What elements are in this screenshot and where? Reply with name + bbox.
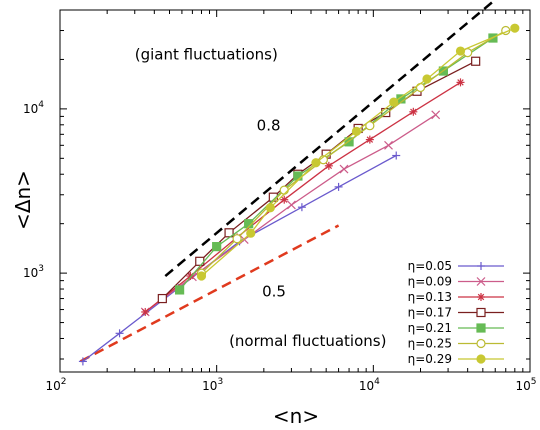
x-marker bbox=[339, 164, 349, 174]
circle-marker bbox=[311, 158, 321, 168]
plus-marker bbox=[334, 182, 343, 191]
star-marker bbox=[280, 195, 289, 204]
x-tick-label: 102 bbox=[45, 377, 66, 393]
star-marker bbox=[186, 272, 195, 281]
reference-line-slope-0.5 bbox=[79, 224, 340, 363]
x-marker bbox=[286, 200, 296, 210]
circle-marker bbox=[389, 97, 399, 107]
circle-marker bbox=[510, 23, 520, 33]
annotation-4: (normal fluctuations) bbox=[229, 332, 386, 350]
square-marker bbox=[212, 242, 222, 252]
square-marker bbox=[476, 323, 486, 333]
x-tick-label: 104 bbox=[359, 377, 380, 393]
plus-marker bbox=[78, 357, 87, 366]
circle-marker bbox=[265, 203, 275, 213]
plus-marker bbox=[115, 329, 124, 338]
square-marker bbox=[175, 285, 185, 295]
star-marker bbox=[141, 307, 150, 316]
legend-label: η=0.05 bbox=[408, 259, 452, 273]
series-line bbox=[82, 154, 397, 362]
annotation-3: 0.5 bbox=[262, 283, 286, 301]
circle-marker bbox=[246, 228, 256, 238]
legend-entry: η=0.09 bbox=[408, 275, 504, 289]
legend-entry: η=0.29 bbox=[408, 352, 504, 366]
x-marker bbox=[187, 272, 197, 282]
legend-label: η=0.21 bbox=[408, 321, 452, 335]
circle-marker bbox=[365, 121, 375, 131]
x-axis-label: <n> bbox=[273, 404, 319, 428]
circle-marker bbox=[232, 234, 242, 244]
series-line bbox=[201, 29, 507, 274]
legend-entry: η=0.25 bbox=[408, 337, 504, 351]
data-series bbox=[78, 23, 520, 366]
legend-label: η=0.09 bbox=[408, 275, 452, 289]
star-marker bbox=[477, 293, 485, 301]
star-marker bbox=[365, 135, 374, 144]
x-tick-label: 105 bbox=[515, 377, 536, 393]
annotation-2: 0.8 bbox=[257, 116, 281, 134]
legend-entry: η=0.17 bbox=[408, 306, 504, 320]
legend-entry: η=0.21 bbox=[408, 321, 504, 335]
circle-marker bbox=[422, 74, 432, 84]
reference-line-slope-0.8 bbox=[164, 0, 494, 277]
plus-marker bbox=[477, 262, 485, 270]
plus-marker bbox=[392, 151, 401, 160]
legend-label: η=0.29 bbox=[408, 352, 452, 366]
circle-marker bbox=[351, 126, 362, 136]
star-marker bbox=[324, 161, 333, 170]
circle-marker bbox=[476, 338, 486, 349]
square-marker bbox=[157, 293, 167, 304]
x-marker bbox=[384, 140, 393, 150]
x-marker bbox=[431, 110, 441, 120]
circle-marker bbox=[415, 82, 426, 93]
circle-marker bbox=[455, 46, 466, 56]
legend-label: η=0.25 bbox=[408, 337, 452, 351]
reference-lines bbox=[79, 0, 494, 363]
square-marker bbox=[471, 56, 481, 66]
star-marker bbox=[456, 78, 465, 87]
series-7 bbox=[196, 23, 520, 281]
square-marker bbox=[344, 137, 354, 147]
circle-marker bbox=[196, 271, 207, 281]
x-tick-label: 103 bbox=[202, 377, 223, 393]
square-marker bbox=[195, 256, 205, 266]
legend: η=0.05 η=0.09η=0.13 η=0.17η=0.21 η=0.25η=0.… bbox=[408, 259, 504, 366]
star-marker bbox=[409, 107, 418, 116]
legend-label: η=0.17 bbox=[408, 306, 452, 320]
series-2 bbox=[140, 110, 441, 317]
x-marker bbox=[476, 277, 486, 286]
annotation-1: (giant fluctuations) bbox=[135, 45, 278, 63]
y-tick-label: 103 bbox=[23, 264, 44, 280]
annotations: (giant fluctuations) 0.8 0.5 (normal fluctu… bbox=[135, 45, 387, 350]
axes: 102 103 104 105 103 104 bbox=[23, 9, 537, 393]
plot-frame bbox=[59, 9, 531, 373]
plus-marker bbox=[297, 203, 306, 212]
y-tick-label: 104 bbox=[23, 100, 44, 116]
circle-marker bbox=[476, 354, 486, 364]
square-marker bbox=[224, 228, 234, 238]
square-marker bbox=[476, 307, 486, 318]
legend-label: η=0.13 bbox=[408, 290, 452, 304]
legend-entry: η=0.13 bbox=[408, 290, 504, 304]
series-line bbox=[144, 81, 461, 313]
circle-marker bbox=[279, 185, 289, 195]
y-axis-label: <Δn> bbox=[11, 170, 35, 230]
legend-entry: η=0.05 bbox=[408, 259, 504, 273]
